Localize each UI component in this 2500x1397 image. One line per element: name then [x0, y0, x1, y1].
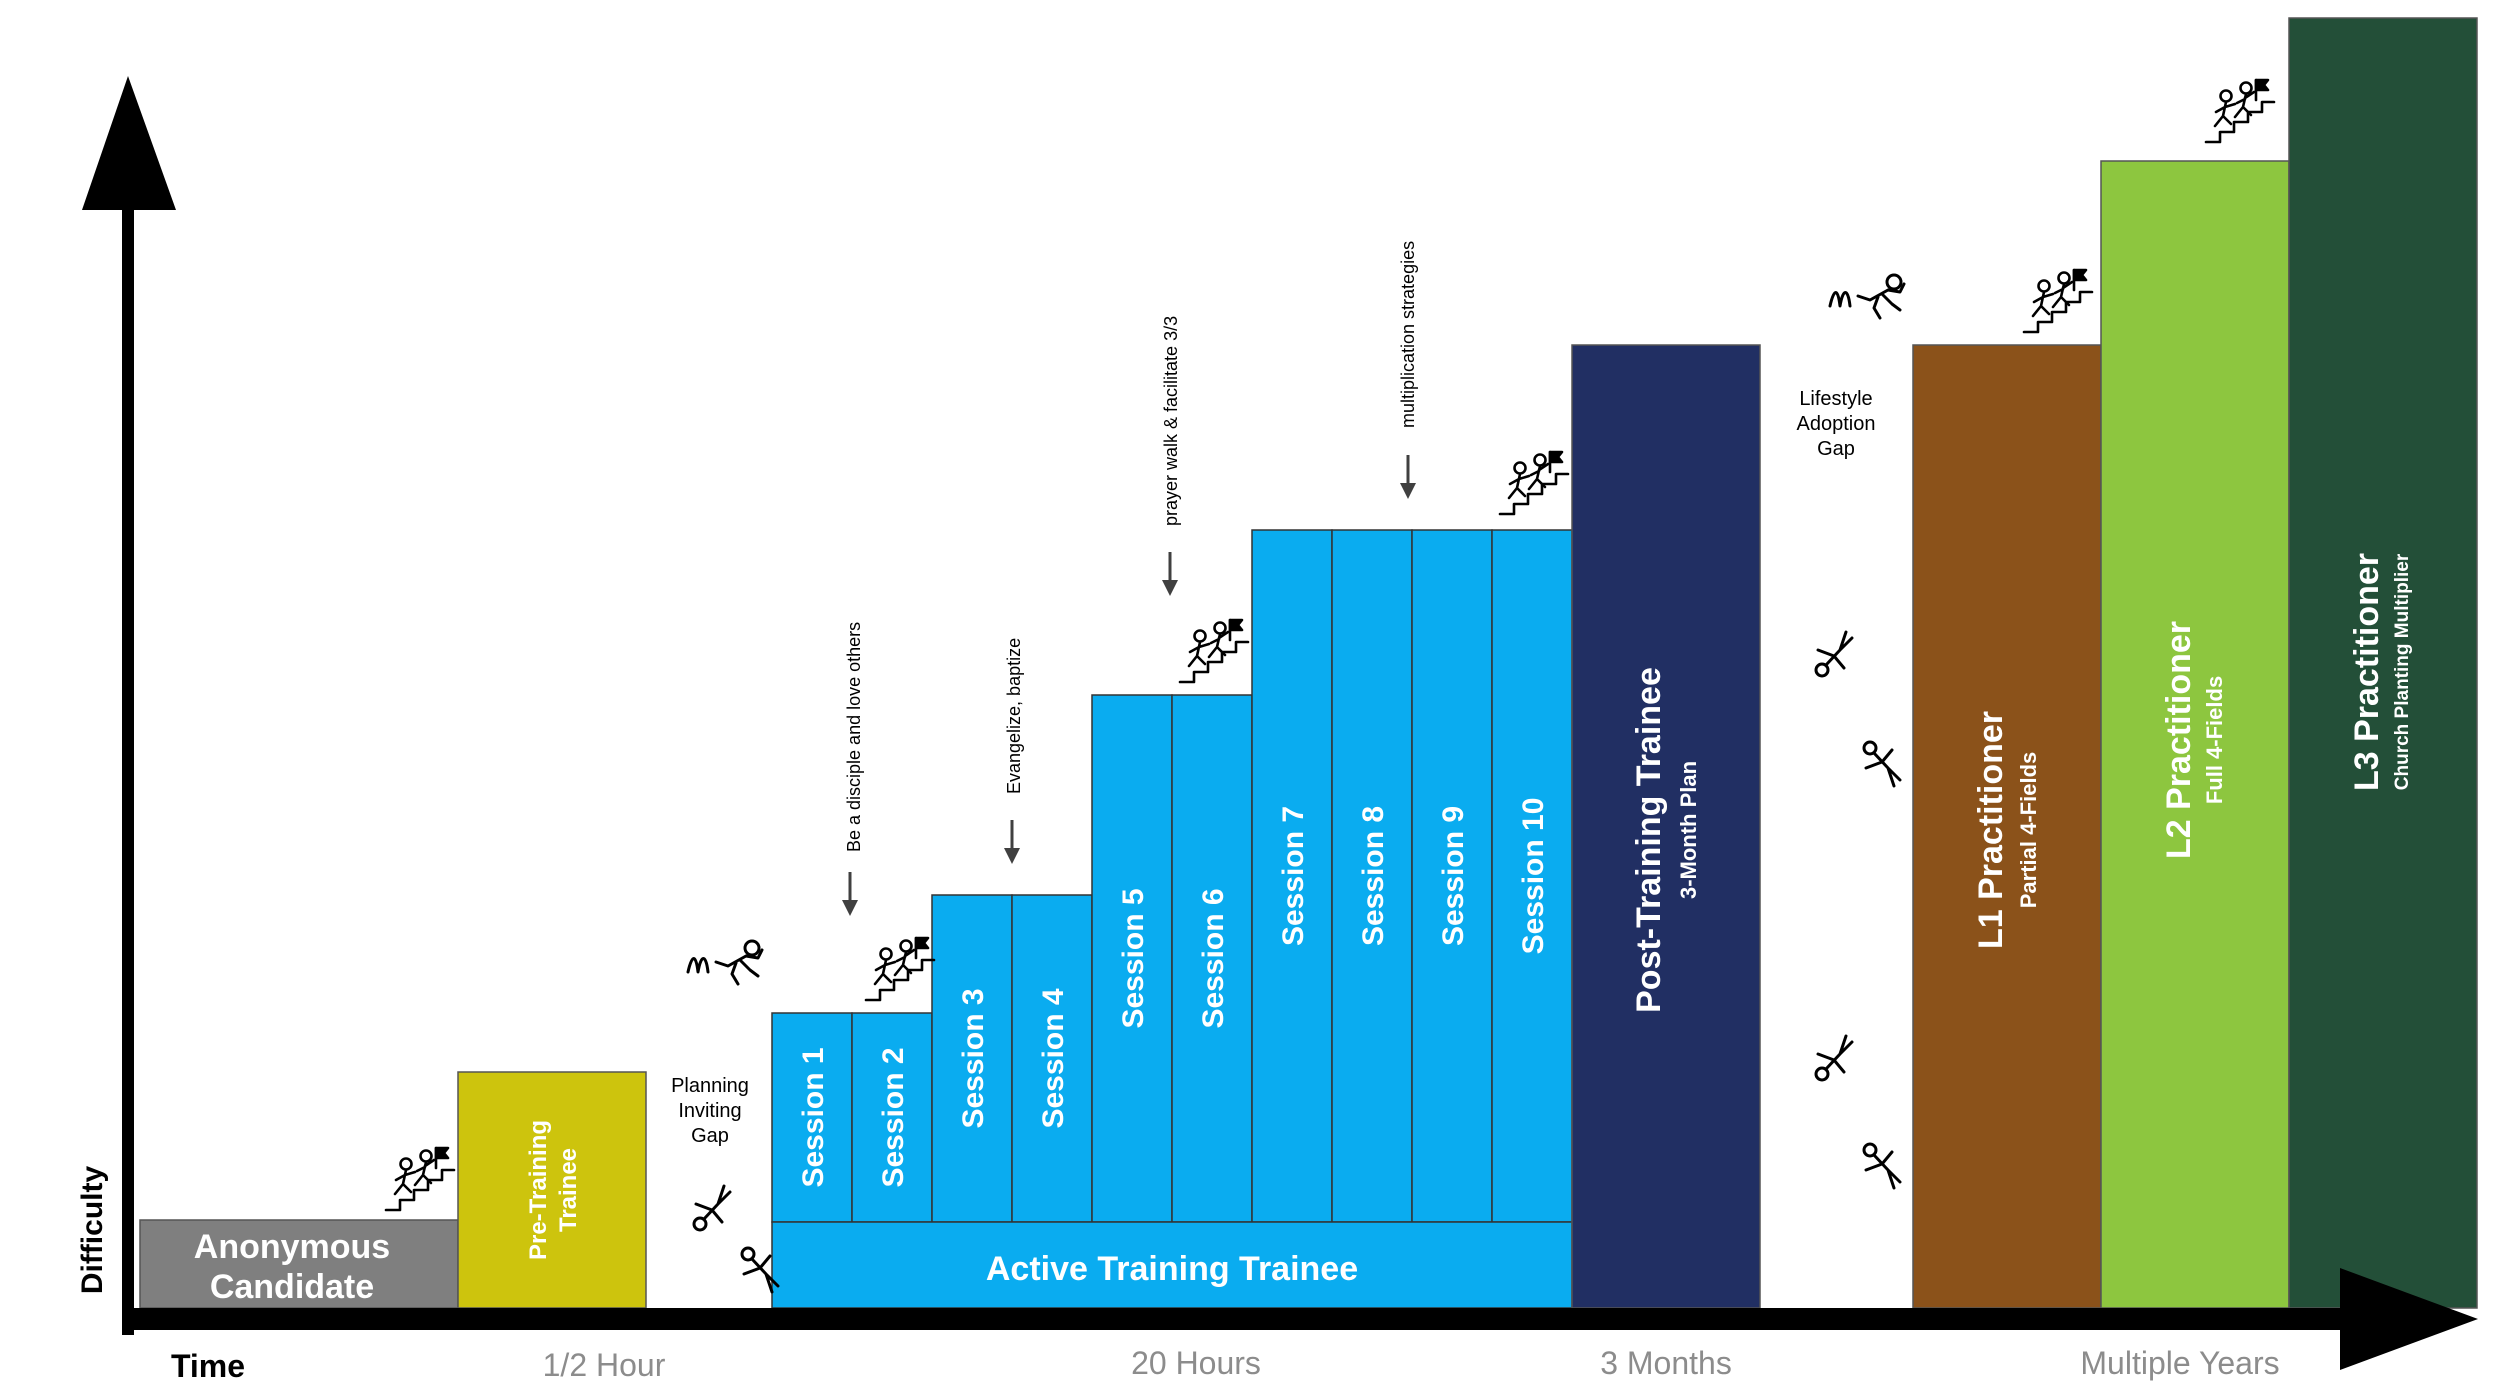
session-block: [1411, 529, 1493, 1223]
post-training-subtitle: 3-Month Plan: [1676, 761, 1701, 899]
stair-climber-icon: [2204, 78, 2276, 144]
stair-climber-icon: [1498, 450, 1570, 516]
l1-practitioner-block: L1 Practitioner Partial 4-Fields: [1912, 344, 2102, 1309]
time-mark-half-hour: 1/2 Hour: [543, 1347, 666, 1383]
active-training-label: Active Training Trainee: [986, 1250, 1358, 1288]
session-label: Session 7: [1277, 806, 1310, 946]
annotation-multiplication: multiplication strategies: [1398, 241, 1418, 501]
lifestyle-gap-line-1: Lifestyle: [1799, 388, 1872, 410]
session-label: Session 10: [1517, 798, 1550, 955]
active-training-trainee-block: Active Training Trainee: [771, 1221, 1573, 1309]
annotation-prayer-walk-text: prayer walk & facilitate 3/3: [1161, 316, 1181, 526]
annotation-disciple-text: Be a disciple and love others: [844, 622, 864, 852]
session-block: [931, 894, 1013, 1223]
time-mark-3-months: 3 Months: [1600, 1345, 1732, 1381]
lifestyle-gap-line-3: Gap: [1817, 438, 1855, 460]
session-block: [1011, 894, 1093, 1223]
falling-figure-icon: [692, 1184, 732, 1232]
annotation-multiplication-text: multiplication strategies: [1398, 241, 1418, 428]
session-block: [1091, 694, 1173, 1223]
down-arrow-icon: [840, 870, 860, 918]
pre-training-label-1: Pre-Training: [525, 1120, 552, 1260]
session-label: Session 6: [1197, 888, 1230, 1028]
pre-training-trainee-block: Pre-Training Trainee: [457, 1071, 647, 1309]
falling-figure-icon: [1862, 1142, 1902, 1190]
x-axis: [122, 1268, 2478, 1370]
planning-gap-line-1: Planning: [671, 1075, 749, 1097]
right-arrow-icon: [2340, 1268, 2478, 1370]
annotation-disciple: Be a disciple and love others: [840, 622, 864, 918]
annotation-evangelize-text: Evangelize, baptize: [1004, 638, 1024, 794]
session-label: Session 3: [957, 988, 990, 1128]
session-block: [851, 1012, 933, 1223]
down-arrow-icon: [1398, 453, 1418, 501]
planning-gap-line-2: Inviting: [678, 1100, 741, 1122]
post-training-title: Post-Training Trainee: [1630, 667, 1668, 1013]
l3-title: L3 Practitioner: [2348, 553, 2386, 791]
time-mark-multiple-years: Multiple Years: [2080, 1345, 2279, 1381]
down-arrow-icon: [1002, 818, 1022, 866]
stair-climber-icon: [864, 936, 936, 1002]
falling-figure-icon: [1862, 740, 1902, 788]
x-axis-label: Time: [171, 1348, 245, 1384]
session-label: Session 8: [1357, 806, 1390, 946]
pre-training-label-2: Trainee: [555, 1148, 582, 1232]
session-label: Session 5: [1117, 888, 1150, 1028]
l3-practitioner-block: L3 Practitioner Church Planting Multipli…: [2288, 17, 2478, 1309]
post-training-trainee-block: Post-Training Trainee 3-Month Plan: [1571, 344, 1761, 1309]
lifestyle-adoption-gap: Lifestyle Adoption Gap: [1797, 388, 1876, 460]
leaping-figure-icon: [686, 939, 764, 986]
planning-gap-line-3: Gap: [691, 1125, 729, 1147]
stair-climber-icon: [384, 1146, 456, 1212]
falling-figure-icon: [1814, 630, 1854, 678]
planning-inviting-gap: Planning Inviting Gap: [671, 1075, 749, 1147]
leaping-figure-icon: [1828, 273, 1906, 320]
l2-title: L2 Practitioner: [2160, 621, 2198, 859]
l2-subtitle: Full 4-Fields: [2202, 676, 2227, 804]
anonymous-candidate-label-2: Candidate: [210, 1268, 374, 1306]
session-label: Session 1: [797, 1047, 830, 1187]
anonymous-candidate-label-1: Anonymous: [194, 1228, 390, 1266]
y-axis: [82, 76, 176, 1335]
time-mark-20-hours: 20 Hours: [1131, 1345, 1261, 1381]
falling-figure-icon: [1814, 1034, 1854, 1082]
lifestyle-gap-line-2: Adoption: [1797, 413, 1876, 435]
anonymous-candidate-block: Anonymous Candidate: [139, 1219, 459, 1309]
session-label: Session 9: [1437, 806, 1470, 946]
session-block: [771, 1012, 853, 1223]
l1-subtitle: Partial 4-Fields: [2016, 752, 2041, 909]
annotation-evangelize: Evangelize, baptize: [1002, 638, 1024, 866]
y-axis-label: Difficulty: [76, 1166, 109, 1295]
l1-title: L1 Practitioner: [1972, 711, 2010, 949]
session-label: Session 4: [1037, 988, 1070, 1128]
session-blocks: Session 1 Session 2 Session 3 Session 4 Sess…: [771, 529, 1573, 1223]
up-arrow-icon: [82, 76, 176, 210]
stair-climber-icon: [2022, 268, 2094, 334]
session-label: Session 2: [877, 1047, 910, 1187]
down-arrow-icon: [1160, 550, 1180, 598]
l2-practitioner-block: L2 Practitioner Full 4-Fields: [2100, 160, 2290, 1309]
session-block: [1251, 529, 1333, 1223]
annotation-prayer-walk: prayer walk & facilitate 3/3: [1160, 316, 1181, 598]
stair-climber-icon: [1178, 618, 1250, 684]
l3-subtitle: Church Planting Multiplier: [2392, 553, 2413, 790]
